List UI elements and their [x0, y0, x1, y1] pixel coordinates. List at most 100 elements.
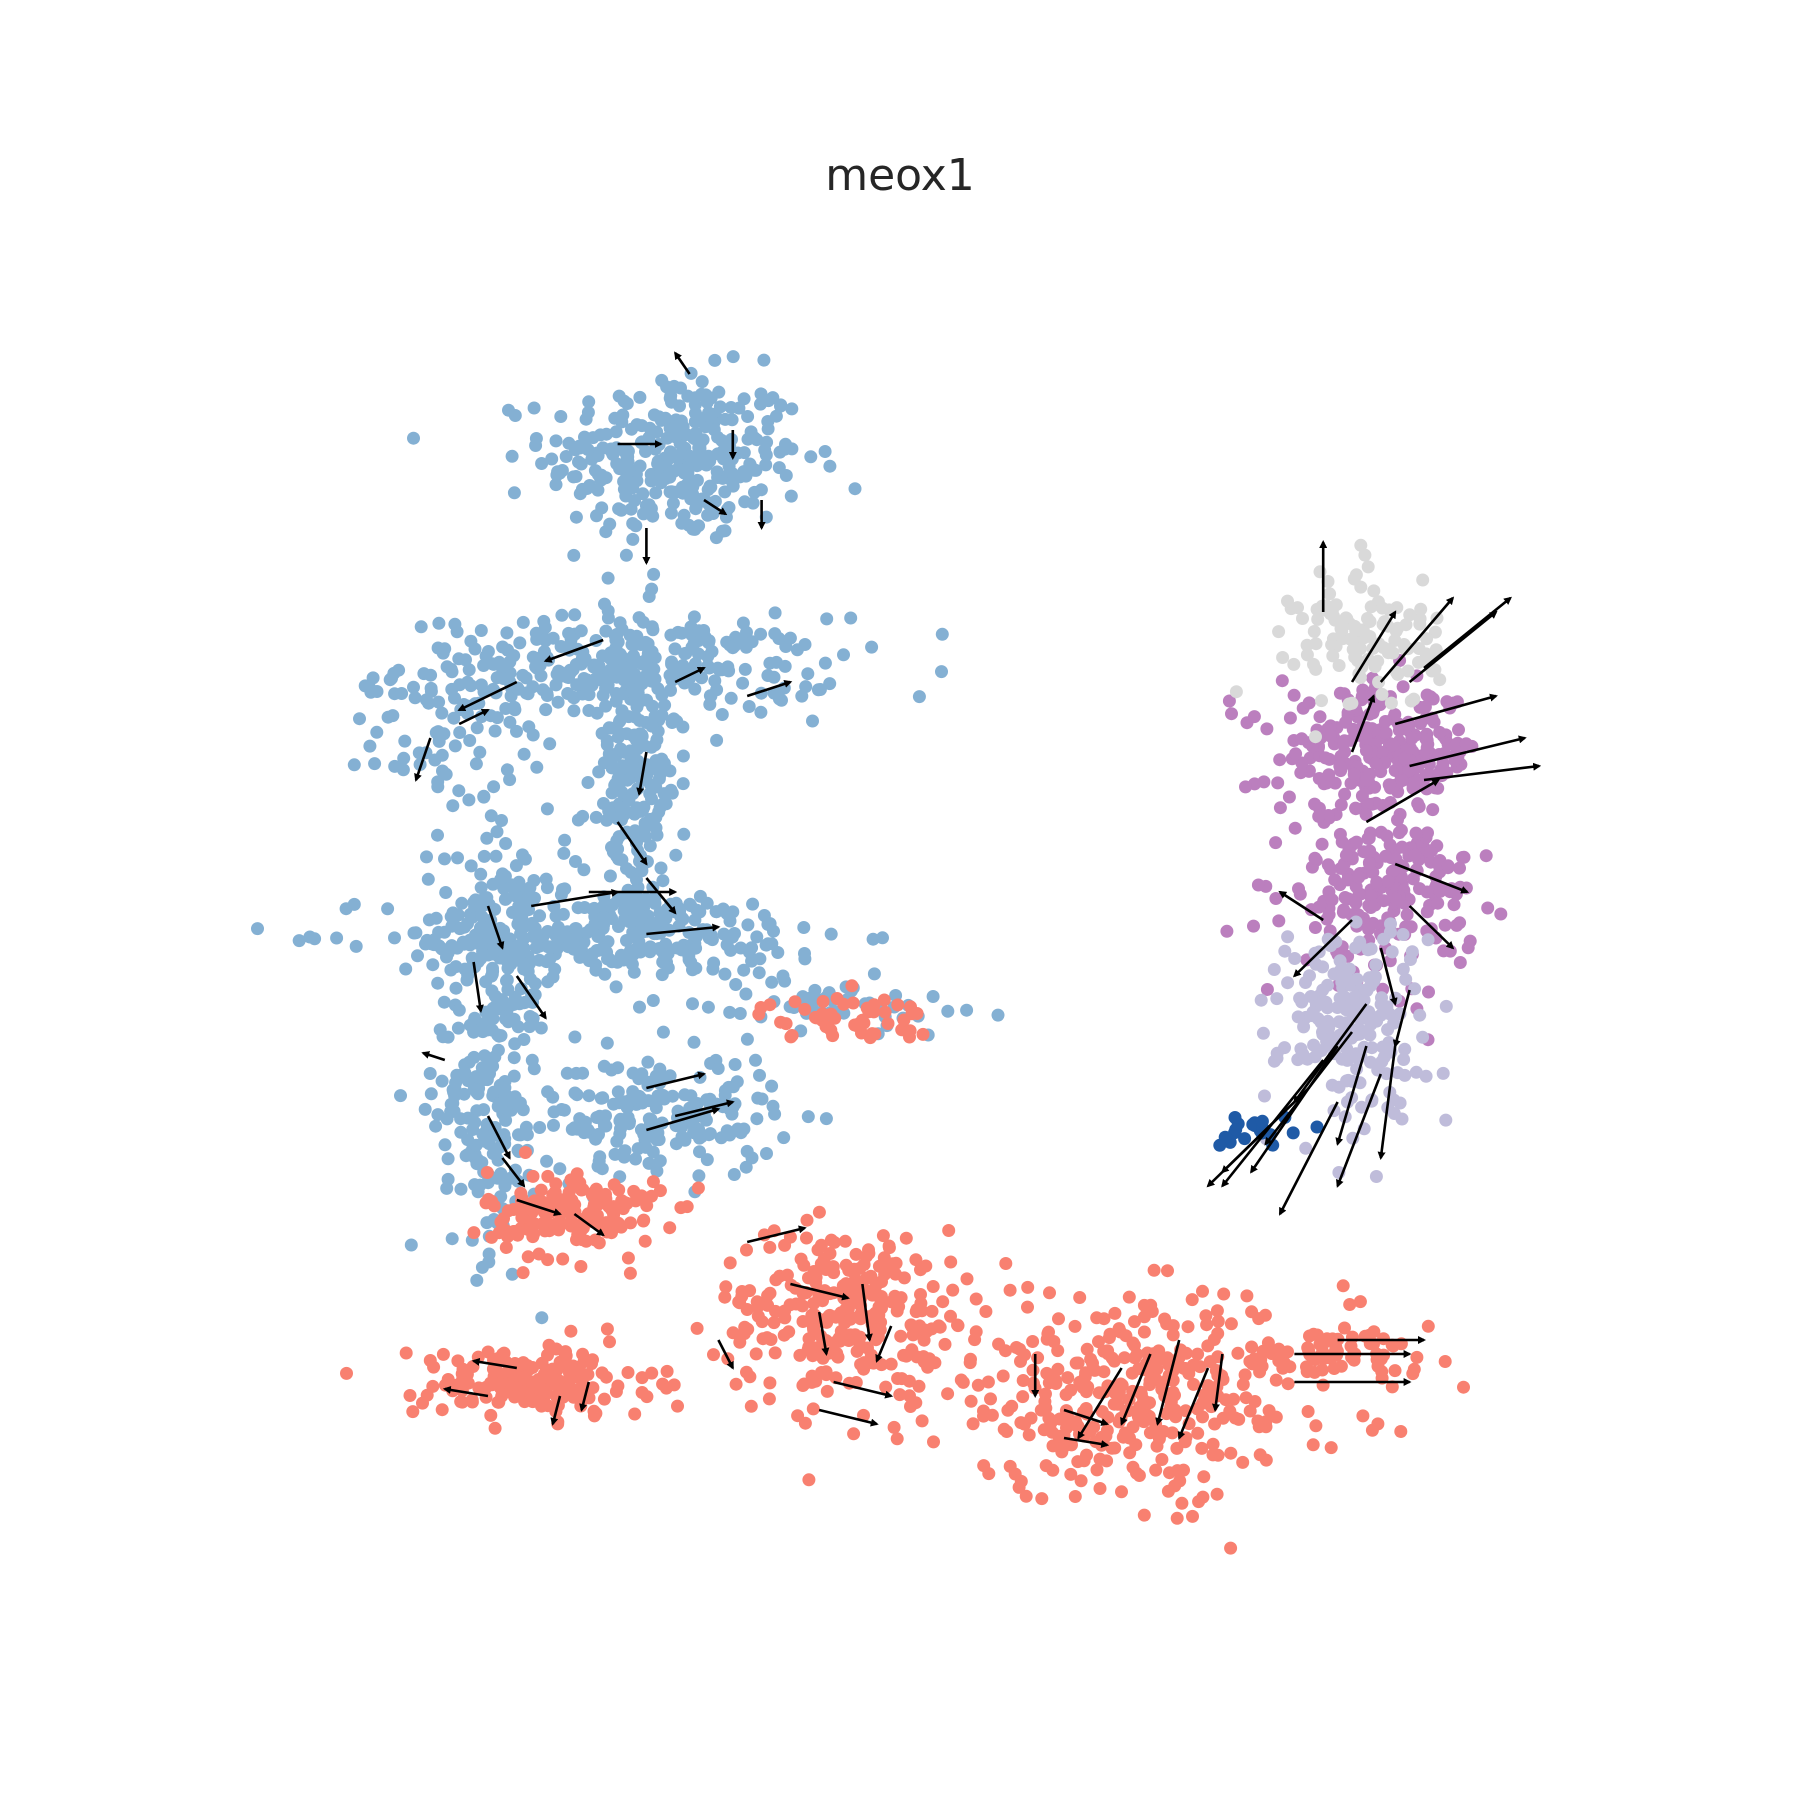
cell-point-salmon [1300, 1365, 1314, 1379]
cell-point-light_blue [723, 1005, 737, 1019]
cell-point-light_blue [785, 402, 799, 416]
cell-point-light_blue [699, 1113, 713, 1127]
cell-point-salmon [904, 1400, 917, 1413]
cell-point-light_blue [687, 610, 701, 624]
velocity-arrow [790, 1282, 850, 1301]
cell-point-salmon [581, 1207, 595, 1221]
cell-point-lavender [1362, 971, 1376, 985]
cell-point-salmon [891, 998, 905, 1012]
cell-point-light_blue [458, 1066, 472, 1080]
cell-point-light_blue [398, 734, 412, 748]
cell-point-salmon [954, 1373, 968, 1387]
cell-point-light_blue [666, 496, 680, 510]
cell-point-light_blue [767, 686, 781, 700]
cell-point-light_blue [848, 482, 862, 496]
cell-point-light_blue [709, 531, 723, 545]
cell-point-light_blue [769, 409, 783, 423]
cell-point-light_blue [600, 1036, 614, 1050]
cell-point-light_blue [625, 422, 638, 436]
cell-point-light_blue [547, 1105, 561, 1119]
velocity-arrow [1155, 1339, 1181, 1426]
cell-point-light_blue [746, 897, 760, 911]
cell-point-light_blue [666, 1089, 680, 1103]
cell-point-salmon [640, 1390, 654, 1404]
cell-point-salmon [971, 1378, 985, 1392]
cell-point-salmon [741, 1322, 755, 1336]
velocity-arrow [1350, 694, 1376, 753]
cell-point-light_blue [668, 642, 682, 656]
cell-point-light_blue [469, 1138, 483, 1152]
cell-point-light_blue [551, 695, 565, 709]
cell-point-light_blue [495, 814, 508, 827]
cell-point-light_blue [935, 627, 949, 641]
cell-point-salmon [1192, 1495, 1206, 1509]
cell-point-salmon [893, 1388, 907, 1402]
cell-point-light_blue [518, 995, 532, 1009]
cell-point-light_gray [1403, 608, 1417, 622]
cell-point-purple [1222, 694, 1236, 708]
cell-point-salmon [881, 1017, 895, 1030]
cell-point-light_blue [388, 759, 402, 773]
cell-point-light_blue [777, 1131, 791, 1145]
cell-point-salmon [778, 1238, 792, 1252]
cell-point-light_blue [485, 984, 499, 998]
cell-point-salmon [794, 1252, 808, 1266]
cell-point-light_blue [567, 942, 581, 956]
cell-point-salmon [1406, 1367, 1420, 1381]
velocity-arrow [472, 961, 484, 1013]
velocity-arrow [1394, 862, 1470, 894]
cell-point-light_blue [452, 784, 466, 798]
velocity-arrow [703, 498, 728, 516]
cell-point-light_blue [586, 902, 600, 916]
cell-point-light_blue [745, 1151, 759, 1165]
cell-point-light_blue [713, 400, 727, 414]
cell-point-purple [1398, 751, 1412, 765]
cell-point-purple [1257, 775, 1271, 789]
cell-point-light_blue [549, 909, 563, 923]
cell-point-light_blue [591, 483, 605, 497]
cell-point-salmon [467, 1226, 481, 1240]
cell-point-salmon [933, 1320, 947, 1334]
cell-point-light_gray [1300, 648, 1314, 662]
cell-point-light_blue [695, 375, 709, 389]
cell-point-light_blue [559, 450, 573, 463]
cell-point-salmon [723, 1256, 737, 1270]
cell-point-light_blue [604, 444, 618, 458]
velocity-arrow [833, 1380, 894, 1399]
cell-point-lavender [1340, 1053, 1354, 1067]
cell-point-light_blue [450, 625, 464, 639]
cell-point-purple [1361, 797, 1374, 811]
velocity-arrow [1292, 919, 1353, 978]
cell-point-salmon [1122, 1290, 1136, 1304]
cell-point-light_blue [564, 632, 578, 646]
cell-point-salmon [516, 1356, 530, 1370]
cell-point-light_blue [726, 350, 740, 364]
cell-point-salmon [763, 1376, 777, 1390]
cell-point-light_blue [674, 414, 688, 428]
cell-point-light_blue [701, 659, 715, 673]
velocity-arrow [515, 975, 547, 1020]
cell-point-light_gray [1307, 657, 1320, 671]
cell-point-light_blue [381, 902, 395, 916]
cell-point-purple [1362, 922, 1376, 936]
cell-point-purple [1453, 861, 1466, 875]
cell-point-light_blue [649, 486, 663, 500]
cell-point-salmon [1069, 1415, 1083, 1429]
cell-point-salmon [843, 1312, 857, 1326]
cell-point-light_blue [720, 1124, 734, 1138]
cell-point-light_blue [535, 1311, 549, 1325]
cell-point-light_blue [412, 746, 426, 760]
cell-point-lavender [1340, 1074, 1354, 1088]
velocity-arrow [861, 1283, 873, 1342]
cell-point-light_blue [496, 1083, 510, 1097]
cell-point-light_blue [740, 1032, 754, 1046]
cell-point-light_blue [513, 636, 527, 650]
cell-point-lavender [1306, 1005, 1320, 1019]
cell-point-light_blue [461, 675, 475, 689]
cell-point-light_blue [554, 410, 568, 423]
cell-point-salmon [1277, 1356, 1291, 1370]
cell-point-purple [1312, 809, 1326, 823]
cell-point-salmon [1095, 1405, 1109, 1419]
cell-point-light_blue [617, 904, 631, 918]
cell-point-light_blue [604, 721, 618, 735]
